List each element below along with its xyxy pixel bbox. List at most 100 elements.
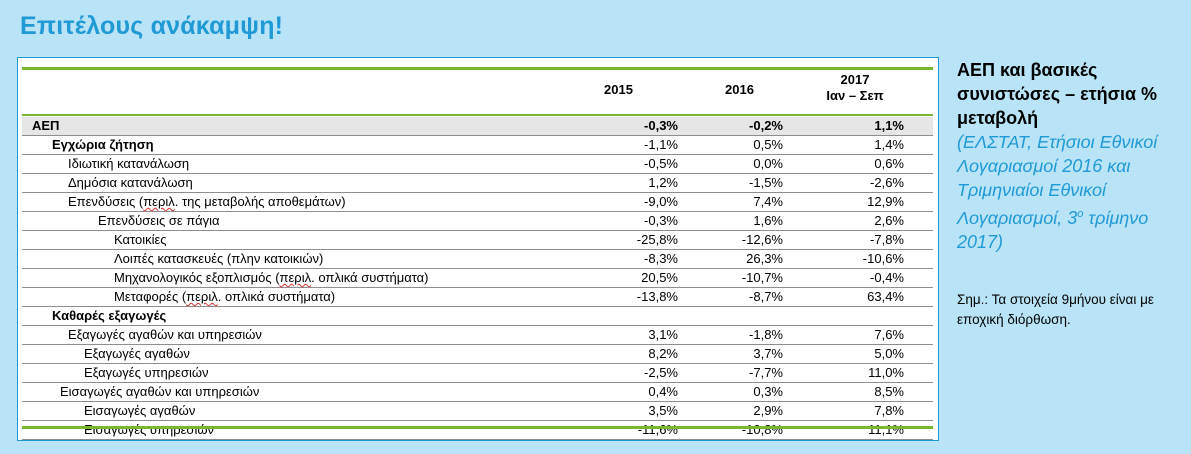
- table-row: Εξαγωγές υπηρεσιών -2,5% -7,7% 11,0%: [22, 364, 933, 383]
- header-2016: 2016: [725, 82, 754, 97]
- table-row: Ιδιωτική κατανάλωση -0,5% 0,0% 0,6%: [22, 155, 933, 174]
- row-label: Λοιπές κατασκευές (πλην κατοικιών): [114, 251, 324, 266]
- table-row: Εισαγωγές υπηρεσιών -11,6% -10,8% 11,1%: [22, 421, 933, 440]
- table-body: ΑΕΠ -0,3% -0,2% 1,1% Εγχώρια ζήτηση -1,1…: [22, 117, 933, 440]
- table-row: Δημόσια κατανάλωση 1,2% -1,5% -2,6%: [22, 174, 933, 193]
- table-bottom-rule: [22, 426, 933, 429]
- source-text: (ΕΛΣΤΑΤ, Ετήσιοι Εθνικοί Λογαριασμοί 201…: [957, 132, 1158, 228]
- table-row: ΑΕΠ -0,3% -0,2% 1,1%: [22, 117, 933, 136]
- cell-2017: 8,5%: [874, 384, 904, 399]
- table-row: Εξαγωγές αγαθών 8,2% 3,7% 5,0%: [22, 345, 933, 364]
- cell-2016: -10,7%: [741, 270, 783, 285]
- cell-2016: -1,5%: [749, 175, 783, 190]
- side-source: (ΕΛΣΤΑΤ, Ετήσιοι Εθνικοί Λογαριασμοί 201…: [957, 130, 1182, 254]
- row-label: Εξαγωγές αγαθών και υπηρεσιών: [68, 327, 262, 342]
- cell-2017: -2,6%: [870, 175, 904, 190]
- cell-2015: -0,5%: [644, 156, 678, 171]
- cell-2017: 11,1%: [868, 422, 904, 437]
- row-label: Μηχανολογικός εξοπλισμός (περιλ. οπλικά …: [114, 270, 429, 285]
- cell-2015: 20,5%: [641, 270, 678, 285]
- row-label: Μεταφορές (περιλ. οπλικά συστήματα): [114, 289, 335, 304]
- cell-2015: -9,0%: [644, 194, 678, 209]
- cell-2016: 7,4%: [753, 194, 783, 209]
- row-label: Εισαγωγές αγαθών και υπηρεσιών: [60, 384, 260, 399]
- table-row: Λοιπές κατασκευές (πλην κατοικιών) -8,3%…: [22, 250, 933, 269]
- row-label-part: . οπλικά συστήματα): [217, 289, 336, 304]
- side-title: ΑΕΠ και βασικές συνιστώσες – ετήσια % με…: [957, 60, 1158, 128]
- cell-2016: -0,2%: [749, 118, 783, 133]
- table-header-rule: [22, 114, 933, 116]
- cell-2017: 1,1%: [874, 118, 904, 133]
- table-row: Μηχανολογικός εξοπλισμός (περιλ. οπλικά …: [22, 269, 933, 288]
- table-row: Επενδύσεις (περιλ. της μεταβολής αποθεμά…: [22, 193, 933, 212]
- row-label: Κατοικίες: [114, 232, 167, 247]
- header-2015: 2015: [604, 82, 633, 97]
- gdp-table: 2015 2016 2017 Ιαν – Σεπ ΑΕΠ -0,3% -0,2%…: [17, 57, 939, 441]
- cell-2015: -8,3%: [644, 251, 678, 266]
- table-row: Εγχώρια ζήτηση -1,1% 0,5% 1,4%: [22, 136, 933, 155]
- row-label: ΑΕΠ: [32, 118, 60, 133]
- cell-2015: -0,3%: [644, 118, 678, 133]
- source-superscript: ο: [1077, 208, 1084, 220]
- table-row: Εξαγωγές αγαθών και υπηρεσιών 3,1% -1,8%…: [22, 326, 933, 345]
- table-row: Εισαγωγές αγαθών 3,5% 2,9% 7,8%: [22, 402, 933, 421]
- cell-2016: 1,6%: [753, 213, 783, 228]
- cell-2015: 3,5%: [648, 403, 678, 418]
- cell-2015: -1,1%: [644, 137, 678, 152]
- cell-2015: -0,3%: [644, 213, 678, 228]
- cell-2015: 0,4%: [648, 384, 678, 399]
- row-label: Καθαρές εξαγωγές: [52, 308, 167, 323]
- cell-2016: 0,0%: [753, 156, 783, 171]
- cell-2016: -12,6%: [741, 232, 783, 247]
- row-label: Ιδιωτική κατανάλωση: [68, 156, 190, 171]
- row-label: Επενδύσεις (περιλ. της μεταβολής αποθεμά…: [68, 194, 346, 209]
- table-row: Κατοικίες -25,8% -12,6% -7,8%: [22, 231, 933, 250]
- cell-2016: 3,7%: [753, 346, 783, 361]
- row-label-part: Μηχανολογικός εξοπλισμός (: [114, 270, 280, 285]
- side-note: Σημ.: Τα στοιχεία 9μήνου είναι με εποχικ…: [957, 292, 1154, 327]
- cell-2015: 8,2%: [648, 346, 678, 361]
- row-label: Εγχώρια ζήτηση: [52, 137, 154, 152]
- row-label-part: . οπλικά συστήματα): [311, 270, 429, 285]
- cell-2016: 0,5%: [753, 137, 783, 152]
- cell-2016: -8,7%: [749, 289, 783, 304]
- cell-2017: 63,4%: [867, 289, 904, 304]
- page-title: Επιτέλους ανάκαμψη!: [20, 12, 284, 40]
- header-2017-period: Ιαν – Σεπ: [826, 88, 884, 103]
- cell-2017: 12,9%: [867, 194, 904, 209]
- row-label: Εξαγωγές αγαθών: [84, 346, 190, 361]
- row-label-part: Επενδύσεις (: [68, 194, 144, 209]
- cell-2015: -2,5%: [644, 365, 678, 380]
- table-row: Εισαγωγές αγαθών και υπηρεσιών 0,4% 0,3%…: [22, 383, 933, 402]
- cell-2017: -7,8%: [870, 232, 904, 247]
- row-label: Δημόσια κατανάλωση: [68, 175, 193, 190]
- cell-2016: 0,3%: [753, 384, 783, 399]
- cell-2017: 7,6%: [874, 327, 904, 342]
- cell-2016: 26,3%: [746, 251, 783, 266]
- table-top-rule: [22, 67, 933, 70]
- header-2017-year: 2017: [840, 72, 870, 87]
- row-label-part: περιλ: [279, 270, 312, 285]
- cell-2015: 1,2%: [648, 175, 678, 190]
- table-row: Καθαρές εξαγωγές: [22, 307, 933, 326]
- source-text-end: τρίμηνο 2017): [957, 208, 1149, 252]
- row-label: Εισαγωγές αγαθών: [84, 403, 196, 418]
- cell-2016: 2,9%: [753, 403, 783, 418]
- cell-2017: -0,4%: [870, 270, 904, 285]
- cell-2015: 3,1%: [648, 327, 678, 342]
- cell-2015: -13,8%: [636, 289, 678, 304]
- cell-2017: 1,4%: [874, 137, 904, 152]
- row-label-part: περιλ: [186, 289, 218, 304]
- row-label-part: Μεταφορές (: [114, 289, 187, 304]
- cell-2016: -1,8%: [749, 327, 783, 342]
- row-label-part: . της μεταβολής αποθεμάτων): [174, 194, 346, 209]
- cell-2017: 2,6%: [874, 213, 904, 228]
- cell-2016: -7,7%: [749, 365, 783, 380]
- table-row: Επενδύσεις σε πάγια -0,3% 1,6% 2,6%: [22, 212, 933, 231]
- row-label: Εισαγωγές υπηρεσιών: [84, 422, 214, 437]
- row-label-part: περιλ: [143, 194, 175, 209]
- cell-2016: -10,8%: [741, 422, 783, 437]
- cell-2017: 0,6%: [874, 156, 904, 171]
- table-row: Μεταφορές (περιλ. οπλικά συστήματα) -13,…: [22, 288, 933, 307]
- cell-2017: 11,0%: [868, 365, 904, 380]
